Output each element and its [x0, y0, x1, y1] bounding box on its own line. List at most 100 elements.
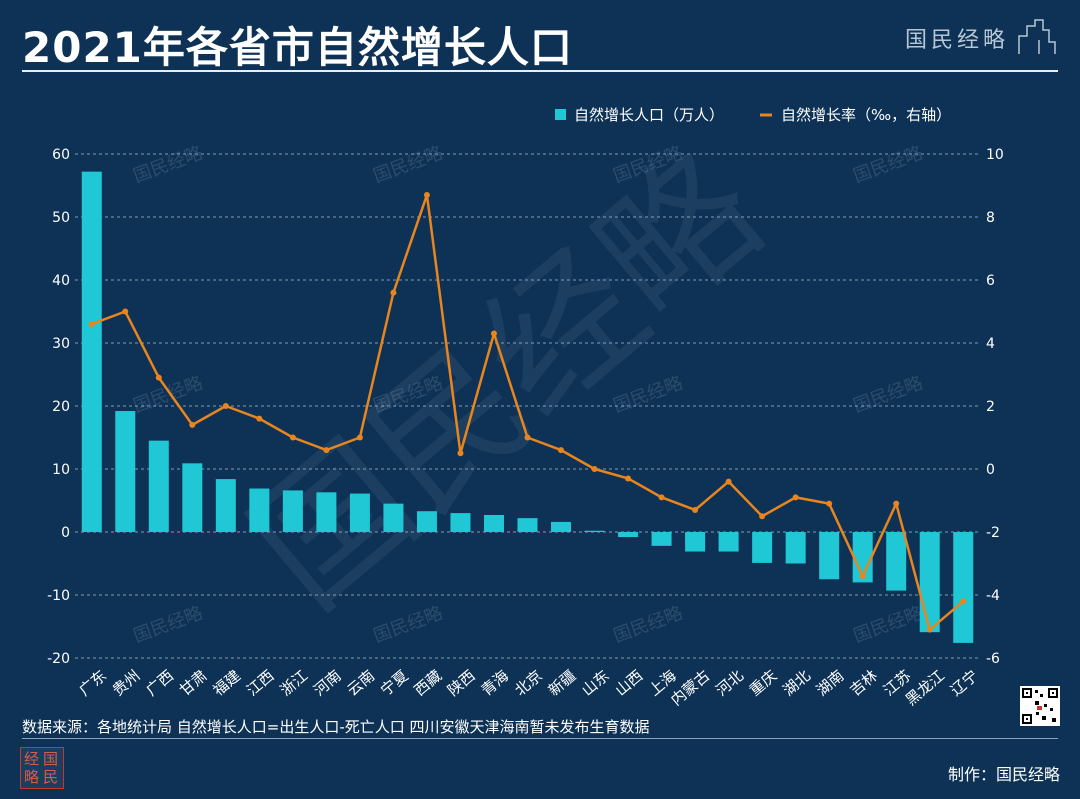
category-label: 山西 — [612, 666, 647, 699]
left-tick-label: -20 — [47, 651, 70, 667]
left-tick-label: 50 — [52, 210, 70, 226]
watermark-small: 国民经略 — [371, 143, 446, 187]
bar — [584, 530, 605, 532]
rate-point — [692, 506, 699, 513]
seal-char: 略 — [24, 768, 40, 786]
rate-point — [591, 466, 598, 472]
rate-point — [960, 598, 967, 605]
bar — [115, 411, 136, 532]
right-tick-label: 10 — [986, 147, 1004, 163]
category-label: 西藏 — [411, 666, 446, 699]
category-label: 广东 — [75, 666, 110, 699]
skyline-icon — [1018, 19, 1056, 54]
bar — [215, 479, 236, 532]
rate-point — [558, 447, 565, 454]
left-tick-label: 30 — [52, 336, 70, 352]
rate-point — [792, 494, 799, 501]
bar-series — [81, 171, 974, 643]
bar — [81, 171, 102, 532]
bar — [752, 532, 773, 563]
category-label: 浙江 — [277, 666, 312, 699]
watermark-small: 国民经略 — [131, 603, 206, 647]
footer-divider — [22, 738, 1058, 739]
bar — [785, 532, 806, 564]
rate-point — [122, 308, 129, 315]
rate-point — [323, 447, 330, 454]
rate-point — [524, 434, 531, 441]
bar — [618, 532, 639, 538]
bar — [450, 513, 471, 532]
category-label: 宁夏 — [377, 666, 412, 699]
bar — [953, 532, 974, 643]
rate-point — [356, 434, 363, 441]
rate-point — [155, 374, 162, 381]
left-tick-label: 60 — [52, 147, 70, 163]
bar — [886, 532, 907, 591]
brand-name: 国民经略 — [905, 28, 1010, 53]
category-label: 重庆 — [746, 666, 781, 699]
rate-point — [759, 513, 766, 520]
rate-point — [256, 415, 263, 422]
brand-logo: 国民经略 — [905, 16, 1056, 56]
category-label: 青海 — [478, 666, 513, 699]
category-label: 山东 — [578, 666, 613, 699]
rate-point — [390, 289, 397, 296]
rate-point — [625, 475, 632, 482]
right-tick-label: 0 — [986, 462, 995, 478]
legend-line-label: 自然增长率（‰，右轴） — [781, 106, 951, 124]
rate-point — [222, 403, 229, 409]
category-label: 陕西 — [444, 666, 479, 699]
watermark-small: 国民经略 — [131, 373, 206, 417]
category-label: 贵州 — [109, 666, 144, 699]
qr-code-icon — [1022, 688, 1058, 724]
right-tick-label: 6 — [986, 273, 995, 289]
seal-char: 民 — [43, 768, 59, 786]
watermark-large: 国民经略 — [221, 121, 792, 640]
category-label: 湖北 — [779, 666, 814, 699]
rate-point — [893, 500, 900, 507]
rate-point — [423, 191, 430, 198]
rate-point — [289, 434, 296, 441]
category-label: 广西 — [143, 666, 178, 699]
category-label: 北京 — [511, 666, 546, 699]
bar — [651, 532, 672, 546]
bar — [819, 532, 840, 580]
watermark-small: 国民经略 — [611, 603, 686, 647]
category-label: 江西 — [243, 666, 278, 699]
right-tick-label: 8 — [986, 210, 995, 226]
bar — [416, 511, 437, 532]
bar — [282, 490, 303, 532]
bar — [685, 532, 706, 552]
rate-point — [457, 450, 464, 457]
bar — [249, 488, 270, 532]
rate-point — [490, 330, 497, 337]
seal-char: 经 — [24, 750, 40, 768]
rate-point — [926, 626, 933, 633]
bar — [483, 514, 504, 532]
seal-logo: 经 国 略 民 — [20, 747, 64, 789]
rate-point — [189, 421, 196, 428]
bar — [551, 521, 572, 532]
category-label: 黑龙江 — [902, 666, 948, 709]
watermark-small: 国民经略 — [851, 143, 926, 187]
rate-point — [826, 500, 833, 507]
left-tick-label: 0 — [61, 525, 70, 541]
category-label: 甘肃 — [176, 666, 211, 699]
bar — [148, 440, 169, 532]
right-tick-label: 2 — [986, 399, 995, 415]
title-divider — [22, 70, 1058, 72]
category-label: 福建 — [210, 666, 245, 699]
left-tick-label: -10 — [47, 588, 70, 604]
left-tick-label: 20 — [52, 399, 70, 415]
chart-title: 2021年各省市自然增长人口 — [22, 23, 573, 72]
category-label: 内蒙古 — [667, 666, 713, 709]
gridlines — [75, 153, 980, 659]
line-series — [88, 191, 967, 633]
watermark-small: 国民经略 — [371, 603, 446, 647]
bar — [383, 503, 404, 532]
category-label: 云南 — [344, 666, 379, 699]
bar — [182, 463, 203, 532]
rate-point — [658, 494, 665, 501]
